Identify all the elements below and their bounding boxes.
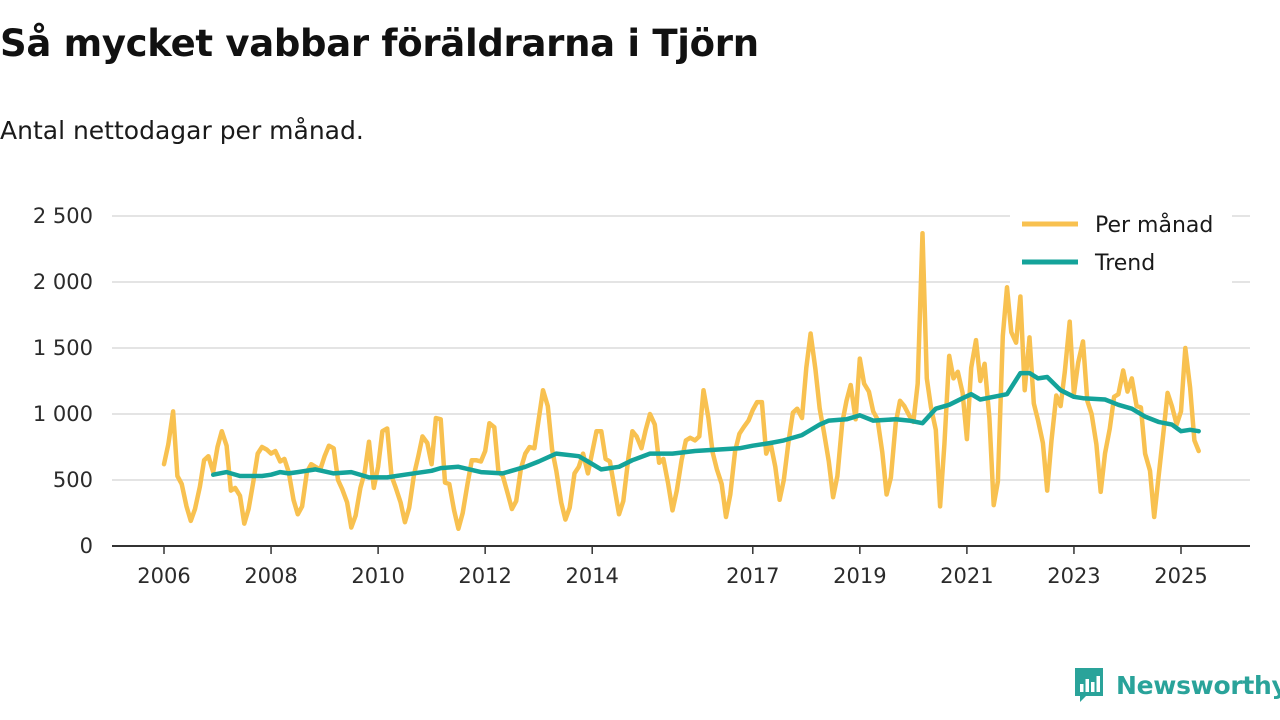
x-tick-label: 2006 bbox=[137, 564, 190, 588]
series-line-trend bbox=[210, 370, 1201, 480]
y-tick-label: 1 500 bbox=[33, 336, 93, 360]
x-axis-ticks: 2006 2008 2010 2012 2014 2017 2019 2021 2023 2025 bbox=[137, 546, 1208, 588]
x-tick-label: 2008 bbox=[244, 564, 297, 588]
x-tick-label: 2017 bbox=[726, 564, 779, 588]
x-tick-label: 2012 bbox=[458, 564, 511, 588]
x-tick-label: 2014 bbox=[565, 564, 618, 588]
x-tick-label: 2010 bbox=[351, 564, 404, 588]
x-tick-label: 2023 bbox=[1047, 564, 1100, 588]
newsworthy-logo: Newsworthy bbox=[1072, 666, 1280, 704]
y-tick-label: 1 000 bbox=[33, 402, 93, 426]
y-tick-label: 500 bbox=[53, 468, 93, 492]
x-tick-label: 2021 bbox=[940, 564, 993, 588]
x-tick-label: 2019 bbox=[833, 564, 886, 588]
chart-title: Så mycket vabbar föräldrarna i Tjörn bbox=[0, 22, 759, 65]
legend-label: Per månad bbox=[1095, 212, 1213, 238]
y-axis-ticks: 0 500 1 000 1 500 2 000 2 500 bbox=[33, 204, 93, 558]
legend-label: Trend bbox=[1094, 251, 1155, 276]
y-tick-label: 0 bbox=[80, 534, 93, 558]
y-tick-label: 2 000 bbox=[33, 270, 93, 294]
brand-name: Newsworthy bbox=[1116, 670, 1280, 700]
legend: Per månad Trend bbox=[1010, 205, 1232, 283]
legend-box bbox=[1010, 205, 1232, 283]
newsworthy-icon bbox=[1075, 668, 1103, 702]
x-tick-label: 2025 bbox=[1154, 564, 1207, 588]
chart-subtitle: Antal nettodagar per månad. bbox=[0, 116, 364, 145]
series-lines bbox=[161, 230, 1201, 532]
y-tick-label: 2 500 bbox=[33, 204, 93, 228]
